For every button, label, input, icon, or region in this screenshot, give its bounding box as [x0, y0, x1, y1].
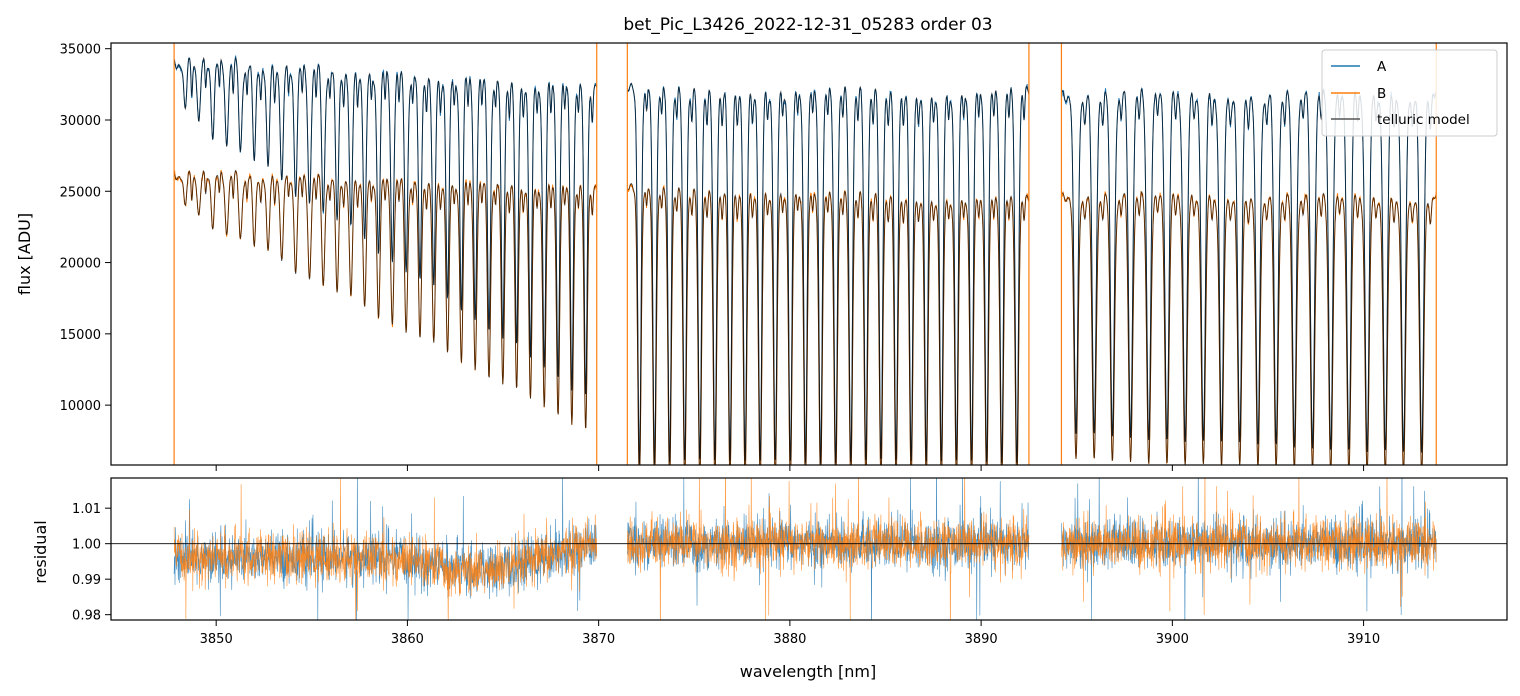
- residual-series-group: [111, 478, 1507, 620]
- residual-y-tick-label: 0.99: [72, 573, 101, 588]
- flux-y-axis: 10000 15000 20000 25000 30000 35000: [60, 43, 111, 414]
- legend-box: [1321, 49, 1498, 137]
- flux-x-axis: [215, 465, 1365, 471]
- residual-x-tick-label: 3860: [391, 632, 424, 647]
- flux-y-tick-label: 25000: [60, 185, 101, 200]
- legend-label-a: A: [1377, 59, 1387, 75]
- residual-series-b-line: [627, 478, 1030, 620]
- residual-x-tick-label: 3890: [965, 632, 998, 647]
- telluric-model-b-line: [1061, 191, 1437, 465]
- flux-y-tick-label: 10000: [60, 399, 101, 414]
- residual-series-b-line: [173, 478, 598, 620]
- residual-y-tick-label: 1.00: [72, 538, 101, 553]
- flux-panel: 10000 15000 20000 25000 30000 35000 flux [ADU…: [15, 42, 1508, 471]
- legend-label-telluric: telluric model: [1377, 112, 1470, 128]
- residual-y-tick-label: 1.01: [72, 502, 101, 517]
- series-b-flux-line: [1061, 190, 1437, 465]
- chart-title: bet_Pic_L3426_2022-12-31_05283 order 03: [623, 15, 992, 35]
- residual-axes-frame: [110, 477, 1508, 621]
- legend: A B telluric model: [1321, 49, 1498, 137]
- series-a-flux-line: [1060, 87, 1437, 453]
- telluric-model-a-line: [626, 82, 1030, 464]
- residual-x-axis: 3850 3860 3870 3880 3890 3900 3910: [200, 620, 1380, 647]
- flux-axes-frame: [110, 42, 1508, 466]
- residual-x-tick-label: 3900: [1156, 632, 1189, 647]
- residual-y-label: residual: [31, 520, 50, 583]
- residual-x-tick-label: 3880: [773, 632, 806, 647]
- flux-y-tick-label: 20000: [60, 257, 101, 272]
- residual-panel: 0.98 0.99 1.00 1.01 3850 3860 3870 3880 3890 390…: [31, 477, 1508, 681]
- flux-y-tick-label: 30000: [60, 114, 101, 129]
- telluric-model-b-line: [173, 169, 598, 428]
- residual-x-tick-label: 3910: [1347, 632, 1380, 647]
- telluric-model-a-line: [173, 56, 598, 395]
- residual-y-axis: 0.98 0.99 1.00 1.01: [72, 502, 111, 624]
- residual-x-tick-label: 3850: [200, 632, 233, 647]
- flux-y-label: flux [ADU]: [15, 213, 34, 295]
- residual-y-tick-label: 0.98: [72, 609, 101, 624]
- telluric-model-a-line: [1061, 88, 1437, 453]
- legend-label-b: B: [1377, 86, 1386, 102]
- residual-x-tick-label: 3870: [582, 632, 615, 647]
- flux-series-group: [173, 43, 1437, 465]
- flux-y-tick-label: 15000: [60, 328, 101, 343]
- telluric-model-b-line: [627, 183, 1030, 465]
- flux-y-tick-label: 35000: [60, 43, 101, 58]
- x-axis-label: wavelength [nm]: [740, 662, 877, 681]
